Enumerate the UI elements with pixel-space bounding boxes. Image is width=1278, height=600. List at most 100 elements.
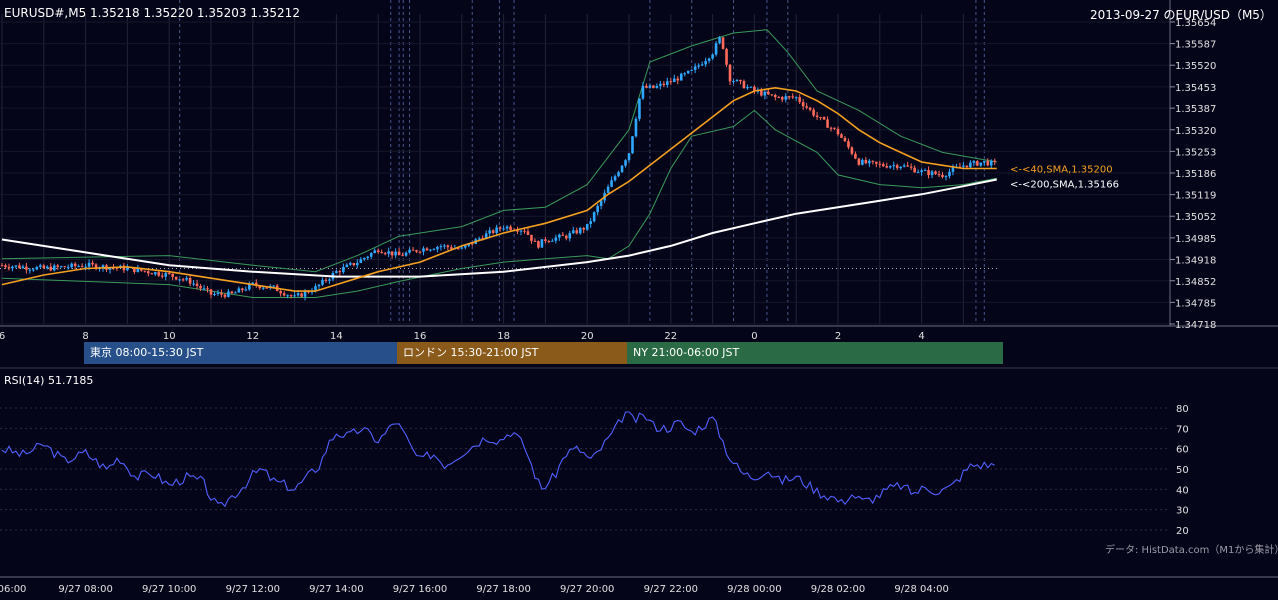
candle-body [220, 292, 223, 295]
candle-body [672, 78, 676, 82]
candle-body [91, 262, 94, 265]
candle-body [631, 136, 634, 154]
candle-body [871, 160, 875, 162]
candle-body [627, 153, 631, 161]
candle-body [777, 97, 781, 99]
candle-body [0, 265, 4, 267]
candle-body [157, 272, 161, 276]
candle-body [314, 286, 317, 292]
rsi-time-tick-label: 9/28 00:00 [727, 584, 781, 595]
candle-body [178, 279, 181, 281]
candle-body [164, 273, 168, 277]
candle-body [993, 160, 997, 162]
candle-body [362, 257, 366, 260]
rsi-title: RSI(14) 51.7185 [4, 374, 94, 387]
candle-body [714, 43, 718, 55]
candle-body [519, 230, 523, 232]
candle-body [140, 268, 143, 271]
sma40-line [1, 86, 997, 292]
rsi-tick-label: 30 [1176, 506, 1189, 517]
candle-body [979, 162, 983, 166]
candle-body [676, 78, 680, 81]
candle-body [568, 233, 572, 239]
candle-body [645, 85, 648, 88]
candle-body [192, 283, 195, 285]
candle-body [108, 267, 112, 270]
candle-body [805, 106, 808, 108]
candle-body [397, 251, 401, 256]
candle-body [753, 86, 756, 91]
candle-body [697, 65, 700, 67]
candle-body [599, 200, 603, 207]
axes: 1.35654 1.35587 1.35520 1.35453 1.35387 1.353… [0, 0, 1278, 342]
candle-body [505, 226, 509, 229]
candle-body [425, 248, 429, 251]
price-tick-label: 1.35253 [1175, 147, 1216, 158]
candle-body [916, 172, 920, 174]
candle-body [345, 264, 349, 268]
price-tick-label: 1.34985 [1175, 234, 1216, 245]
candle-body [446, 245, 450, 248]
candle-body [495, 227, 498, 233]
rsi-tick-label: 20 [1176, 526, 1189, 537]
candle-body [408, 249, 411, 253]
candle-body [808, 107, 812, 110]
candle-body [289, 295, 293, 297]
session-tokyo-label: 東京 08:00-15:30 JST [90, 346, 204, 359]
candle-body [227, 291, 230, 297]
price-tick-label: 1.34718 [1175, 320, 1216, 331]
candle-body [962, 165, 965, 167]
candle-body [171, 273, 174, 277]
candle-body [815, 115, 819, 118]
candle-body [965, 165, 969, 168]
candle-body [133, 267, 136, 273]
candle-body [885, 166, 889, 168]
candle-body [335, 271, 338, 274]
candle-body [52, 265, 56, 271]
candle-body [902, 165, 906, 167]
bollinger-bands [1, 29, 997, 298]
candle-body [460, 247, 464, 249]
candle-body [241, 288, 244, 291]
candle-body [843, 137, 847, 142]
sma200-label: <-<200,SMA,1.35166 [1010, 179, 1119, 190]
candle-body [457, 248, 460, 250]
candle-body [951, 167, 955, 172]
candle-body [160, 275, 164, 277]
candle-body [624, 160, 627, 166]
candle-body [216, 292, 220, 294]
price-tick-label: 1.35052 [1175, 212, 1216, 223]
candle-body [373, 250, 377, 254]
candle-body [296, 293, 300, 296]
candle-body [610, 180, 613, 187]
candle-body [324, 279, 328, 281]
candle-body [812, 109, 815, 116]
candle-body [18, 265, 21, 269]
session-tokyo: 東京 08:00-15:30 JST [84, 342, 397, 364]
candle-body [833, 127, 836, 129]
candle-body [544, 239, 547, 242]
candle-body [282, 293, 286, 296]
candle-body [798, 97, 801, 102]
candle-body [59, 266, 63, 268]
candle-body [540, 239, 544, 248]
candle-body [73, 263, 77, 267]
candle-body [404, 252, 408, 256]
candle-body [84, 266, 87, 268]
rsi-time-tick-label: 9/27 22:00 [644, 584, 698, 595]
rsi-tick-label: 70 [1176, 424, 1189, 435]
price-tick-label: 1.35520 [1175, 61, 1216, 72]
candle-body [498, 227, 502, 229]
candle-body [516, 230, 519, 232]
rsi-tick-label: 50 [1176, 465, 1189, 476]
time-tick-label: 22 [664, 331, 677, 342]
candle-body [443, 245, 446, 247]
candle-body [666, 81, 669, 85]
candle-body [21, 266, 25, 269]
sma200-line [1, 178, 997, 278]
candle-body [721, 37, 725, 49]
candle-body [659, 83, 662, 86]
candle-body [679, 73, 683, 81]
candle-body [892, 165, 896, 167]
candle-body [551, 240, 554, 242]
